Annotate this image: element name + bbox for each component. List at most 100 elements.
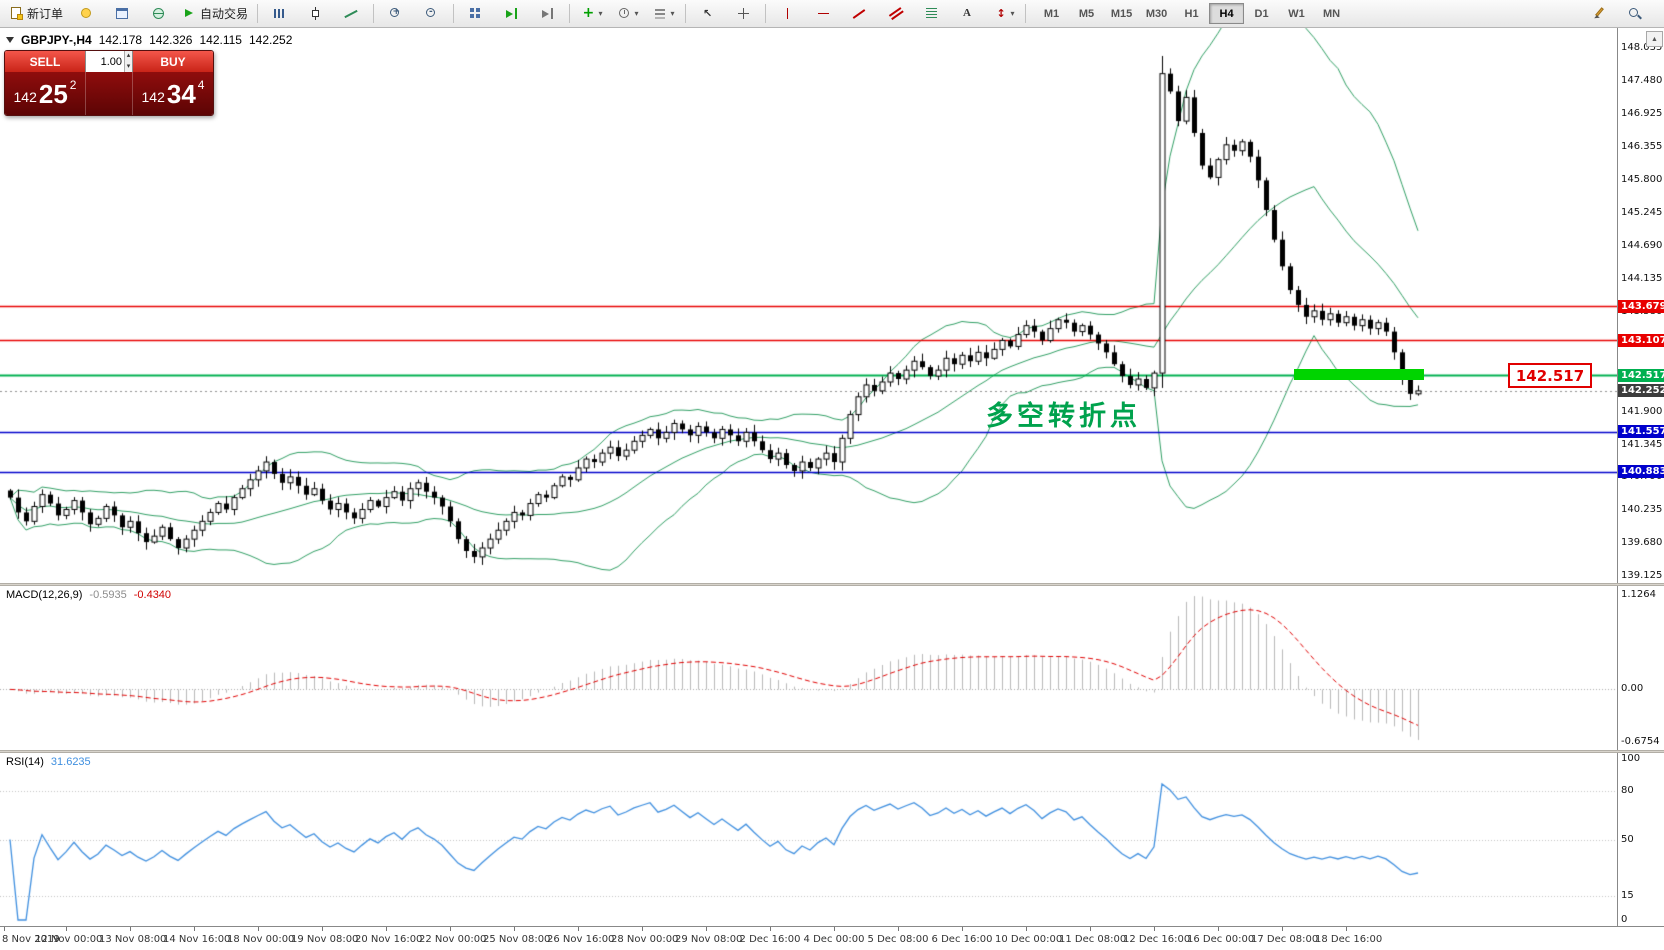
- chinese-annotation[interactable]: 多空转折点: [986, 401, 1141, 431]
- channel-icon: [888, 6, 903, 21]
- spread-area: [85, 72, 133, 115]
- volume-input[interactable]: [86, 51, 124, 72]
- new-order-button[interactable]: 新订单: [4, 1, 68, 26]
- buy-price-button[interactable]: 142 34 4: [133, 72, 213, 115]
- timeframe-m1-button[interactable]: M1: [1043, 7, 1060, 20]
- autotrading-button-label: 自动交易: [200, 7, 249, 21]
- symbol-period-label: GBPJPY-,H4: [21, 33, 92, 47]
- price-axis-label: 145.800: [1621, 174, 1663, 186]
- data-window-button[interactable]: [105, 1, 140, 26]
- timeframe-h4-button[interactable]: H4: [1209, 3, 1245, 24]
- macd-axis[interactable]: 1.1264 0.00 -0.6754: [1617, 586, 1664, 750]
- main-chart-pane[interactable]: 148.035 147.480 146.925 146.355 145.800 145.2…: [0, 28, 1664, 583]
- tile-windows-button[interactable]: [458, 1, 493, 26]
- horizontal-line-button[interactable]: [806, 1, 841, 26]
- price-annotation-box[interactable]: 142.517: [1508, 363, 1592, 388]
- search-button[interactable]: [1617, 1, 1652, 26]
- toolbar-separator: [569, 4, 571, 23]
- trendline-button[interactable]: [842, 1, 877, 26]
- price-axis-label: 144.135: [1621, 273, 1663, 285]
- text-button[interactable]: [950, 1, 985, 26]
- sell-price-point: 2: [69, 78, 77, 92]
- candlestick-chart-type-button[interactable]: [298, 1, 333, 26]
- time-axis-tick: [898, 927, 899, 931]
- time-axis-label: 14 Nov 16:00: [163, 934, 231, 945]
- pane-splitter[interactable]: [0, 583, 1664, 586]
- time-axis-tick: [1026, 927, 1027, 931]
- toolbar: 新订单 自动交易 ▾ ▾ ▾ ▾ M1 M5 M15 M30 H1 H4 D1 W1 MN: [0, 0, 1664, 28]
- time-axis-label: 29 Nov 08:00: [675, 934, 743, 945]
- rsi-canvas[interactable]: [0, 753, 1617, 926]
- price-axis-label: 147.480: [1621, 74, 1663, 86]
- auto-scroll-button[interactable]: [494, 1, 529, 26]
- time-axis[interactable]: 8 Nov 2019 12 Nov 00:00 13 Nov 08:00 14 Nov…: [0, 926, 1664, 950]
- timeframe-mn-button[interactable]: MN: [1322, 7, 1341, 20]
- zoom-out-button[interactable]: [414, 1, 449, 26]
- rsi-axis[interactable]: 100 80 50 15 0: [1617, 753, 1664, 926]
- price-chart-canvas[interactable]: [0, 28, 1617, 583]
- sell-price-pips: 25: [38, 78, 68, 109]
- highlight-rectangle[interactable]: [1294, 369, 1424, 380]
- time-axis-tick: [1218, 927, 1219, 931]
- price-axis-label: 141.345: [1621, 438, 1663, 450]
- buy-button[interactable]: BUY: [133, 51, 213, 72]
- timeframe-h1-button[interactable]: H1: [1184, 7, 1199, 20]
- time-axis-label: 22 Nov 00:00: [419, 934, 487, 945]
- cursor-button[interactable]: [690, 1, 725, 26]
- bar-chart-type-button[interactable]: [262, 1, 297, 26]
- horizontal-line-icon: [816, 6, 831, 21]
- autotrading-button[interactable]: 自动交易: [177, 1, 253, 26]
- periods-button[interactable]: ▾: [610, 1, 645, 26]
- toolbar-separator: [1025, 4, 1027, 23]
- navigator-button[interactable]: [141, 1, 176, 26]
- fibonacci-button[interactable]: [914, 1, 949, 26]
- level-price-badge: 142.517: [1618, 368, 1664, 382]
- arrows-icon: [993, 6, 1008, 21]
- macd-pane[interactable]: 1.1264 0.00 -0.6754 MACD(12,26,9) -0.593…: [0, 586, 1664, 750]
- market-watch-button[interactable]: [69, 1, 104, 26]
- timeframe-toolbar: M1 M5 M15 M30 H1 H4 D1 W1 MN: [1034, 3, 1349, 24]
- price-axis[interactable]: 148.035 147.480 146.925 146.355 145.800 145.2…: [1617, 28, 1664, 583]
- rsi-pane[interactable]: 100 80 50 15 0 RSI(14) 31.6235: [0, 753, 1664, 926]
- chart-shift-button[interactable]: [530, 1, 565, 26]
- scroll-up-button[interactable]: [1646, 31, 1663, 47]
- timeframe-w1-button[interactable]: W1: [1288, 7, 1305, 20]
- market-watch-icon: [79, 6, 94, 21]
- sell-button[interactable]: SELL: [5, 51, 85, 72]
- time-axis-tick: [194, 927, 195, 931]
- zoom-in-button[interactable]: [378, 1, 413, 26]
- fibonacci-icon: [924, 6, 939, 21]
- time-axis-label: 25 Nov 08:00: [483, 934, 551, 945]
- arrows-button[interactable]: ▾: [986, 1, 1021, 26]
- line-chart-type-button[interactable]: [334, 1, 369, 26]
- crosshair-button[interactable]: [726, 1, 761, 26]
- indicators-button[interactable]: ▾: [574, 1, 609, 26]
- templates-button[interactable]: ▾: [646, 1, 681, 26]
- time-axis-tick: [66, 927, 67, 931]
- one-click-toggle-icon[interactable]: [6, 37, 14, 43]
- channel-button[interactable]: [878, 1, 913, 26]
- chart-header: GBPJPY-,H4 142.178 142.326 142.115 142.2…: [6, 33, 292, 47]
- auto-scroll-icon: [504, 6, 519, 21]
- dropdown-caret-icon: ▾: [1010, 8, 1015, 18]
- sell-price-button[interactable]: 142 25 2: [5, 72, 85, 115]
- sell-price-handle: 142: [13, 88, 37, 105]
- pane-splitter[interactable]: [0, 750, 1664, 753]
- time-axis-label: 18 Nov 00:00: [227, 934, 295, 945]
- timeframe-m5-button[interactable]: M5: [1078, 7, 1095, 20]
- timeframe-d1-button[interactable]: D1: [1254, 7, 1269, 20]
- line-chart-type-icon: [344, 6, 359, 21]
- volume-up-button[interactable]: [125, 51, 132, 62]
- edit-button[interactable]: [1582, 1, 1617, 26]
- macd-label: MACD(12,26,9) -0.5935 -0.4340: [6, 589, 171, 601]
- periods-icon: [617, 6, 632, 21]
- time-axis-label: 8 Nov 2019: [2, 934, 60, 945]
- time-axis-label: 26 Nov 16:00: [547, 934, 615, 945]
- zoom-out-icon: [424, 6, 439, 21]
- timeframe-m15-button[interactable]: M15: [1110, 7, 1133, 20]
- level-price-badge: 143.679: [1618, 299, 1664, 313]
- timeframe-m30-button[interactable]: M30: [1145, 7, 1168, 20]
- vertical-line-button[interactable]: [770, 1, 805, 26]
- volume-down-button[interactable]: [125, 61, 132, 72]
- macd-canvas[interactable]: [0, 586, 1617, 750]
